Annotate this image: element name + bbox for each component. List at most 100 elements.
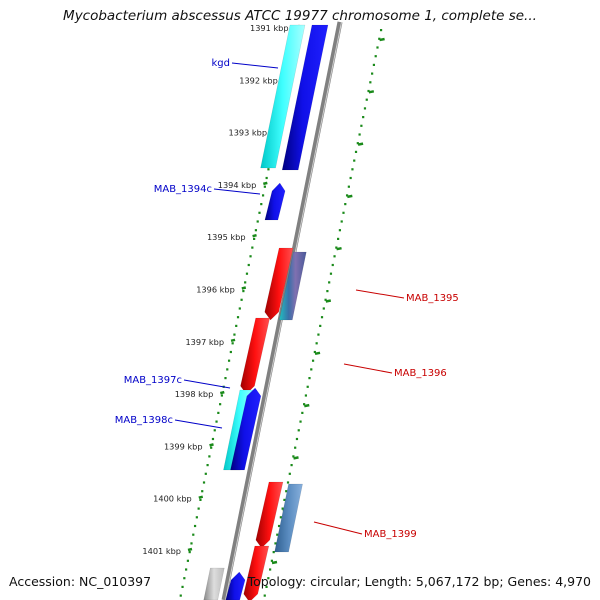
scale-dot	[353, 159, 356, 162]
gene-label[interactable]: MAB_1395	[406, 293, 459, 304]
gene-block[interactable]	[255, 481, 284, 549]
scale-dot	[378, 37, 381, 40]
gene-block[interactable]	[281, 24, 329, 171]
scale-dot	[263, 594, 266, 597]
map-title: Mycobacterium abscessus ATCC 19977 chrom…	[63, 8, 537, 24]
gene-label[interactable]: MAB_1394c	[154, 184, 212, 195]
scale-dot	[283, 498, 286, 501]
label-leader-line	[231, 62, 279, 69]
scale-dot	[308, 377, 311, 380]
scale-dot	[231, 342, 234, 345]
scale-dot	[294, 446, 297, 449]
scale-dot	[204, 472, 207, 475]
scale-dot	[292, 455, 295, 458]
major-tick	[336, 246, 342, 251]
scale-dot	[344, 203, 347, 206]
scale-dot	[303, 403, 306, 406]
scale-dot	[267, 577, 270, 580]
scale-dot	[238, 307, 241, 310]
scale-dot	[356, 142, 359, 145]
scale-dot	[192, 533, 195, 536]
scale-dot	[367, 89, 370, 93]
scale-dot	[358, 133, 361, 136]
scale-dot	[253, 237, 256, 240]
scale-dot	[333, 255, 336, 258]
gene-block[interactable]	[203, 567, 225, 600]
major-tick	[241, 286, 247, 290]
scale-dot	[244, 281, 247, 284]
scale-dot	[281, 507, 284, 510]
scale-dot	[215, 420, 218, 423]
major-tick	[252, 233, 257, 238]
major-tick	[198, 495, 204, 499]
scale-dot	[276, 533, 279, 536]
scale-dot	[226, 368, 229, 371]
scale-dot	[317, 333, 320, 336]
major-tick	[304, 403, 310, 408]
gene-label[interactable]: MAB_1399	[364, 529, 417, 540]
scale-dot	[217, 411, 220, 414]
gene-block[interactable]	[225, 571, 246, 600]
gene-label[interactable]: MAB_1397c	[124, 375, 182, 386]
scale-dot	[199, 498, 202, 501]
scale-dot	[301, 411, 304, 414]
scale-dot	[277, 524, 281, 528]
gene-block[interactable]	[243, 545, 270, 600]
scale-dot	[258, 211, 261, 214]
scale-dot	[267, 168, 270, 171]
gene-label[interactable]: MAB_1396	[394, 368, 447, 379]
scale-dot	[265, 176, 268, 180]
gene-block[interactable]	[264, 182, 286, 221]
gene-block[interactable]	[274, 483, 303, 553]
gene-block[interactable]	[264, 247, 294, 321]
tick-label: 1392 kbp	[239, 75, 278, 85]
scale-dot	[181, 585, 184, 588]
scale-dot	[202, 481, 206, 484]
scale-dot	[299, 420, 302, 423]
scale-dot	[310, 368, 313, 371]
major-tick	[314, 351, 321, 356]
gene-label[interactable]: kgd	[212, 58, 231, 69]
scale-dot	[185, 568, 188, 571]
gene-label[interactable]: MAB_1398c	[115, 415, 173, 426]
label-leader-line	[355, 289, 405, 299]
scale-dot	[265, 585, 268, 588]
scale-dot	[371, 72, 374, 75]
tick-label: 1397 kbp	[185, 337, 224, 347]
scale-dot	[319, 324, 322, 327]
scale-dot	[288, 472, 291, 475]
scale-dot	[219, 403, 222, 406]
scale-dot	[186, 559, 190, 562]
scale-dot	[322, 307, 325, 310]
major-tick	[209, 443, 214, 447]
gene-block[interactable]	[230, 387, 262, 471]
scale-dot	[360, 124, 363, 127]
scale-dot	[193, 524, 197, 528]
scale-dot	[306, 385, 309, 388]
scale-dot	[274, 542, 277, 545]
scale-dot	[210, 446, 213, 449]
scale-dot	[349, 176, 352, 180]
scale-dot	[251, 246, 254, 249]
scale-dot	[220, 394, 224, 397]
gene-block[interactable]	[260, 24, 306, 169]
scale-dot	[183, 577, 186, 580]
major-tick	[379, 37, 385, 42]
scale-dot	[311, 359, 315, 362]
scale-dot	[245, 272, 249, 275]
label-leader-line	[313, 521, 363, 535]
scale-dot	[224, 377, 227, 380]
tick-label: 1394 kbp	[218, 180, 257, 190]
major-tick	[293, 456, 299, 460]
label-leader-line	[343, 363, 393, 374]
feature-labels: kgd MAB_1394c MAB_1395 MAB_1396 MAB_1397c MAB…	[115, 58, 459, 540]
scale-dot	[362, 116, 365, 119]
tick-label: 1393 kbp	[228, 128, 267, 138]
scale-dot	[290, 464, 293, 467]
gene-block[interactable]	[279, 251, 307, 321]
scale-dot	[372, 63, 376, 66]
tick-label: 1396 kbp	[196, 285, 235, 295]
major-tick	[230, 338, 236, 343]
major-tick	[187, 547, 193, 552]
